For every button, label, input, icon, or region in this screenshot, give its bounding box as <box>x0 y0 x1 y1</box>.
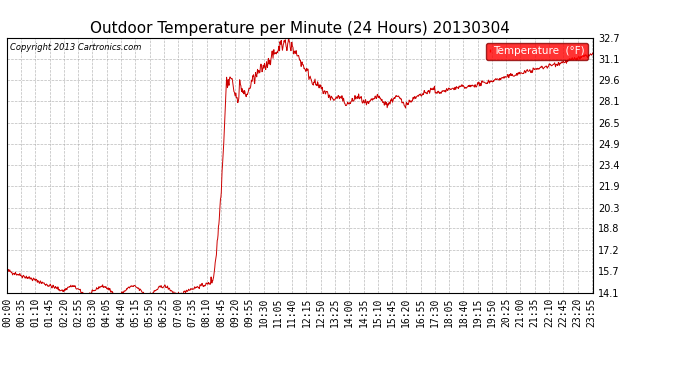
Title: Outdoor Temperature per Minute (24 Hours) 20130304: Outdoor Temperature per Minute (24 Hours… <box>90 21 510 36</box>
Text: Copyright 2013 Cartronics.com: Copyright 2013 Cartronics.com <box>10 43 141 52</box>
Legend: Temperature  (°F): Temperature (°F) <box>486 43 588 60</box>
